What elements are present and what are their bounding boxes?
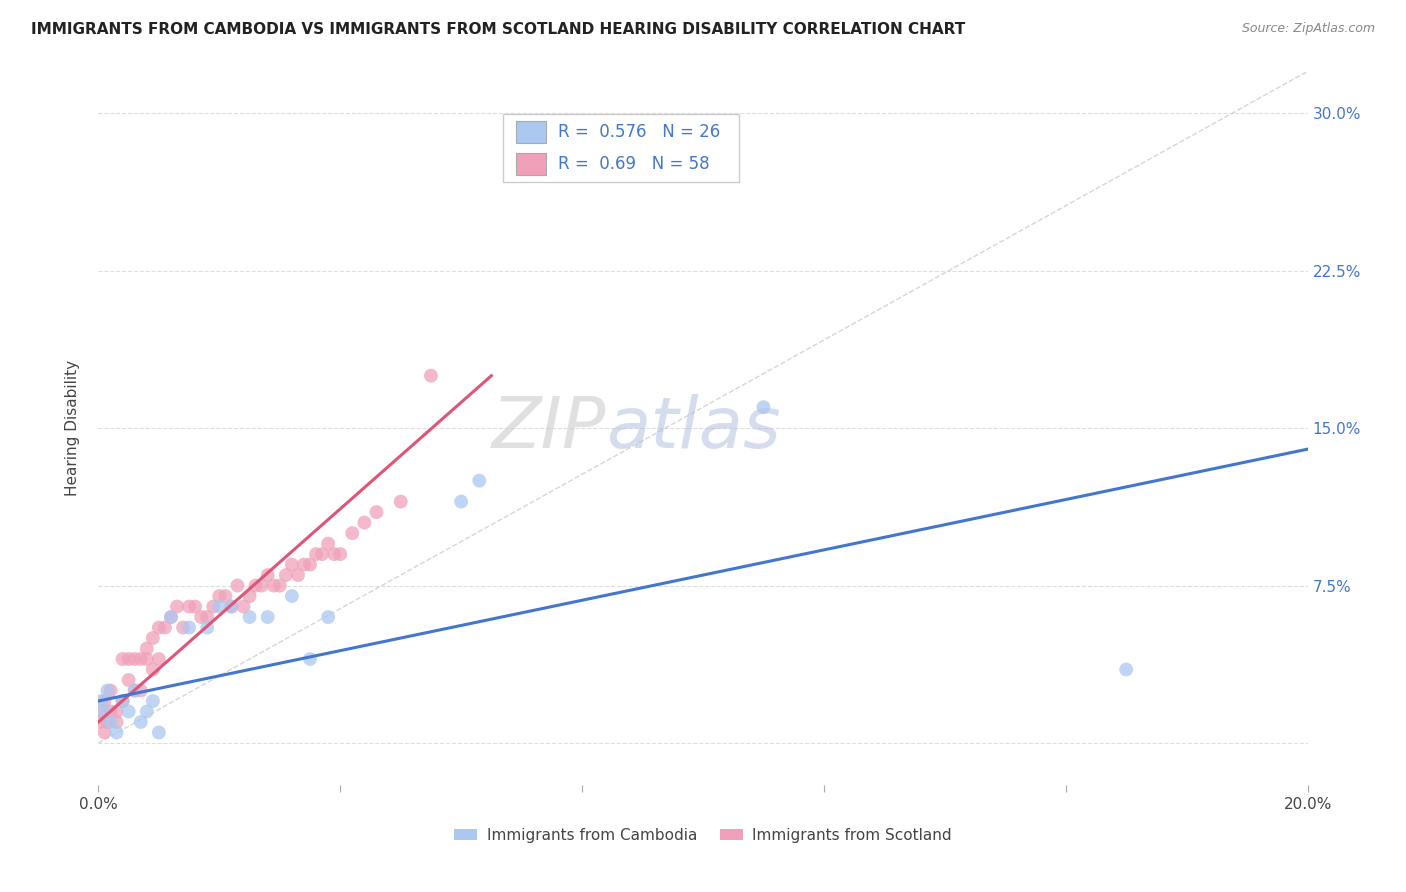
Point <box>450 494 472 508</box>
Point <box>118 705 141 719</box>
Point <box>90 694 112 708</box>
Point <box>160 610 183 624</box>
Point <box>135 705 157 719</box>
Point <box>96 683 118 698</box>
Point <box>153 621 176 635</box>
Point <box>299 652 322 666</box>
Text: R =  0.576   N = 26: R = 0.576 N = 26 <box>558 123 720 142</box>
Point <box>366 505 388 519</box>
Point <box>389 494 412 508</box>
Point <box>323 547 346 561</box>
Point <box>221 599 243 614</box>
Point <box>93 725 115 739</box>
Point <box>105 714 128 729</box>
Point <box>142 694 165 708</box>
Point <box>111 694 134 708</box>
FancyBboxPatch shape <box>516 153 546 175</box>
Point <box>124 683 146 698</box>
Point <box>299 558 322 572</box>
FancyBboxPatch shape <box>516 121 546 143</box>
Point <box>190 610 212 624</box>
Point <box>329 547 352 561</box>
Point <box>100 705 122 719</box>
Point <box>214 589 236 603</box>
Point <box>129 714 152 729</box>
Point <box>292 558 315 572</box>
Point <box>208 589 231 603</box>
Point <box>752 400 775 414</box>
Point <box>100 683 122 698</box>
Point <box>287 568 309 582</box>
Point <box>256 568 278 582</box>
Point <box>250 578 273 592</box>
Point <box>274 568 297 582</box>
Point <box>316 536 339 550</box>
Point <box>1115 663 1137 677</box>
Point <box>135 641 157 656</box>
Point <box>239 589 262 603</box>
Point <box>124 652 146 666</box>
Point <box>245 578 267 592</box>
Point <box>160 610 183 624</box>
Point <box>118 673 141 687</box>
Point <box>221 599 243 614</box>
Y-axis label: Hearing Disability: Hearing Disability <box>65 360 80 496</box>
Point <box>226 578 249 592</box>
Point <box>89 714 111 729</box>
Point <box>93 705 115 719</box>
Point <box>208 599 231 614</box>
Point <box>305 547 328 561</box>
Point <box>202 599 225 614</box>
Point <box>195 610 218 624</box>
Point <box>195 621 218 635</box>
Point <box>311 547 333 561</box>
Point <box>96 714 118 729</box>
Text: atlas: atlas <box>606 393 780 463</box>
Point <box>148 652 170 666</box>
Point <box>342 526 364 541</box>
Point <box>179 621 201 635</box>
Legend: Immigrants from Cambodia, Immigrants from Scotland: Immigrants from Cambodia, Immigrants fro… <box>449 822 957 848</box>
Point <box>105 705 128 719</box>
Point <box>269 578 291 592</box>
Point <box>129 652 152 666</box>
Point <box>281 558 304 572</box>
Point <box>184 599 207 614</box>
Point <box>166 599 188 614</box>
Point <box>232 599 254 614</box>
Point <box>100 714 122 729</box>
Point <box>142 631 165 645</box>
Text: ZIP: ZIP <box>492 393 606 463</box>
Point <box>124 683 146 698</box>
Point <box>118 652 141 666</box>
Point <box>90 705 112 719</box>
Text: R =  0.69   N = 58: R = 0.69 N = 58 <box>558 155 710 173</box>
Text: IMMIGRANTS FROM CAMBODIA VS IMMIGRANTS FROM SCOTLAND HEARING DISABILITY CORRELAT: IMMIGRANTS FROM CAMBODIA VS IMMIGRANTS F… <box>31 22 965 37</box>
Point <box>105 725 128 739</box>
Point <box>148 725 170 739</box>
Point <box>468 474 491 488</box>
FancyBboxPatch shape <box>503 114 740 182</box>
Text: Source: ZipAtlas.com: Source: ZipAtlas.com <box>1241 22 1375 36</box>
Point <box>135 652 157 666</box>
Point <box>256 610 278 624</box>
Point <box>239 610 262 624</box>
Point <box>148 621 170 635</box>
Point <box>353 516 375 530</box>
Point <box>179 599 201 614</box>
Point <box>420 368 443 383</box>
Point <box>111 694 134 708</box>
Point <box>172 621 194 635</box>
Point <box>142 663 165 677</box>
Point <box>281 589 304 603</box>
Point <box>129 683 152 698</box>
Point <box>93 694 115 708</box>
Point <box>263 578 285 592</box>
Point <box>316 610 339 624</box>
Point <box>111 652 134 666</box>
